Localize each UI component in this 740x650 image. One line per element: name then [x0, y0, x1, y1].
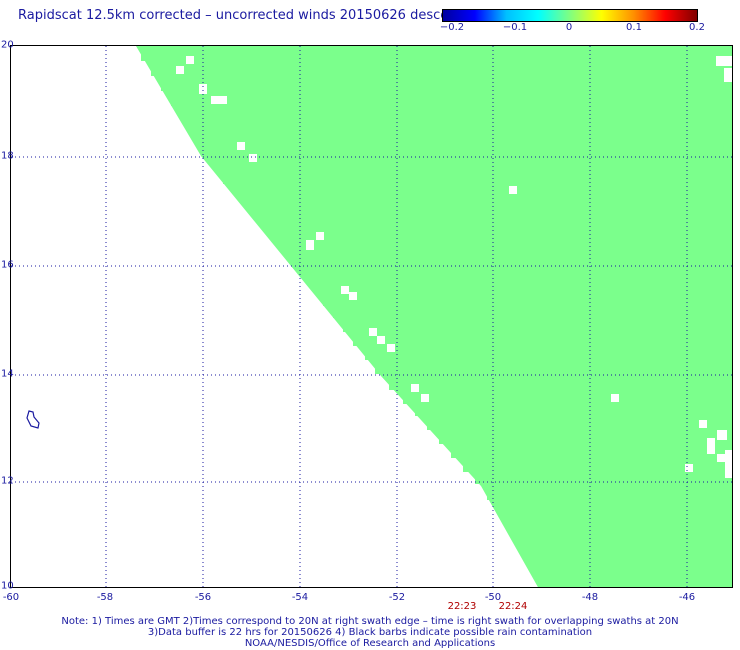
note-line-2: 3)Data buffer is 22 hrs for 20150626 4) …: [147, 627, 593, 638]
lon-label-52: -52: [388, 592, 406, 603]
swath-edge-cell: [333, 308, 343, 318]
lon-label-56: -56: [194, 592, 212, 603]
lat-label-18: 18: [1, 150, 14, 162]
swath-edge-cell: [223, 174, 233, 184]
swath-edge-cell: [487, 490, 497, 500]
swath-edge-cell: [211, 158, 221, 168]
missing-data-cell: [306, 240, 314, 250]
swath-edge-cell: [151, 66, 161, 76]
missing-data-cell: [237, 142, 245, 150]
missing-data-cell: [725, 450, 732, 478]
colorbar: [442, 9, 698, 22]
swath-edge-cell: [439, 434, 449, 444]
swath-edge-cell: [181, 111, 191, 121]
lat-label-16: 16: [1, 259, 14, 271]
swath-edge-cell: [353, 336, 363, 346]
swath-edge-cell: [511, 520, 521, 530]
lon-label-54: -54: [291, 592, 309, 603]
missing-data-cell: [341, 286, 349, 294]
missing-data-cell: [411, 384, 419, 392]
swath-edge-cell: [291, 252, 301, 262]
swath-edge-cell: [343, 322, 353, 332]
lon-label-46: -46: [678, 592, 696, 603]
swath-edge-cell: [403, 394, 413, 404]
swath-polygon: [136, 46, 732, 587]
swath-edge-cell: [247, 200, 257, 210]
graticule: [11, 46, 732, 587]
missing-data-cell: [369, 328, 377, 336]
swath-edge-cell: [201, 141, 211, 151]
lon-label-60: -60: [2, 592, 20, 603]
note-line-3: NOAA/NESDIS/Office of Research and Appli…: [244, 638, 496, 649]
missing-data-cell: [717, 430, 727, 440]
swath-edge-cell: [191, 126, 201, 136]
missing-data-cell: [611, 394, 619, 402]
missing-data-cell: [249, 154, 257, 162]
swath-edge-cell: [269, 226, 279, 236]
swath-edge-cell: [415, 406, 425, 416]
swath-edge-cell: [521, 536, 531, 546]
swath-edge-cell: [301, 268, 311, 278]
missing-data-cell: [211, 96, 227, 104]
missing-data-cell: [199, 84, 207, 94]
lon-label-58: -58: [96, 592, 114, 603]
swath-edge-cell: [375, 364, 385, 374]
missing-data-cell: [707, 438, 715, 454]
swath-edge-cell: [499, 504, 509, 514]
swath-edge-cell: [279, 238, 289, 248]
missing-data-cell: [387, 344, 395, 352]
map-plot-area: [10, 45, 733, 588]
time-label-1: 22:23: [447, 601, 477, 612]
missing-data-cell: [421, 394, 429, 402]
swath-edge-cell: [539, 570, 549, 580]
missing-data-cell: [685, 464, 693, 472]
swath-layer: [136, 46, 732, 587]
swath-edge-cell: [161, 81, 171, 91]
swath-edge-cell: [475, 474, 485, 484]
swath-edge-cell: [259, 212, 269, 222]
colorbar-label-neg02: −0.2: [439, 22, 465, 33]
colorbar-label-pos01: 0.1: [626, 22, 642, 33]
missing-data-cell: [349, 292, 357, 300]
swath-edge-cell: [427, 420, 437, 430]
missing-data-cell: [316, 232, 324, 240]
lon-label-50: -50: [484, 592, 502, 603]
swath-edge-cell: [171, 96, 181, 106]
missing-data-cell: [186, 56, 194, 64]
swath-edge-cell: [141, 51, 151, 61]
swath-edge-cell: [531, 552, 541, 562]
lat-label-20: 20: [1, 39, 14, 51]
colorbar-label-pos02: 0.2: [689, 22, 705, 33]
lat-label-12: 12: [1, 475, 14, 487]
missing-data-cell: [377, 336, 385, 344]
map-title: Rapidscat 12.5km corrected – uncorrected…: [18, 8, 485, 23]
swath-edge-notch: [724, 68, 732, 82]
colorbar-label-zero: 0: [565, 22, 573, 33]
lat-label-10: 10: [1, 580, 14, 592]
missing-data-cell: [717, 454, 725, 462]
lat-label-14: 14: [1, 368, 14, 380]
swath-edge-notch: [716, 56, 732, 66]
swath-edge-cell: [451, 448, 461, 458]
swath-edge-cell: [365, 350, 375, 360]
swath-edge-cell: [235, 186, 245, 196]
missing-data-cell: [699, 420, 707, 428]
swath-edge-cell: [313, 282, 323, 292]
swath-edge-cell: [389, 380, 399, 390]
lon-label-48: -48: [581, 592, 599, 603]
map-canvas: [11, 46, 732, 587]
missing-data-cell: [176, 66, 184, 74]
island-outline: [26, 410, 40, 429]
time-label-2: 22:24: [498, 601, 528, 612]
missing-data-cell: [509, 186, 517, 194]
swath-edge-cell: [463, 462, 473, 472]
colorbar-label-neg01: −0.1: [502, 22, 528, 33]
note-line-1: Note: 1) Times are GMT 2)Times correspon…: [61, 616, 679, 627]
swath-edge-cell: [323, 296, 333, 306]
